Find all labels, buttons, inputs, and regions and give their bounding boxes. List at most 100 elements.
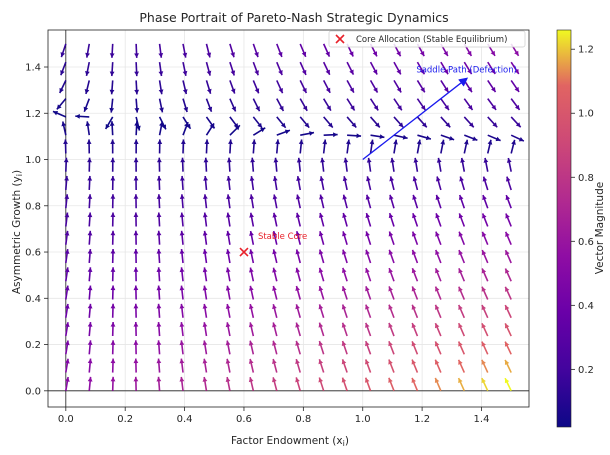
vector-arrow xyxy=(61,121,67,136)
vector-arrow xyxy=(182,98,189,113)
vector-arrow xyxy=(364,340,372,355)
vector-arrow xyxy=(251,139,257,154)
vector-arrow xyxy=(110,175,116,190)
vector-arrow xyxy=(85,43,91,58)
vector-arrow xyxy=(182,43,188,58)
vector-arrow xyxy=(487,134,501,142)
vector-arrow xyxy=(457,322,466,337)
vector-arrow xyxy=(487,116,498,128)
vector-arrow xyxy=(296,176,302,191)
vector-arrow xyxy=(156,340,162,355)
vector-arrow xyxy=(229,80,236,94)
vector-arrow xyxy=(110,194,116,209)
vector-arrow xyxy=(156,322,162,337)
colorbar-tick-label: 1.2 xyxy=(578,45,594,56)
vector-arrow xyxy=(463,116,475,128)
vector-arrow xyxy=(179,376,185,391)
vector-arrow xyxy=(109,121,115,136)
vector-arrow xyxy=(226,194,231,209)
vector-arrow xyxy=(435,176,442,191)
vector-arrow xyxy=(486,139,493,154)
vector-arrow xyxy=(346,80,355,94)
core-x-marker xyxy=(239,247,249,257)
vector-arrow xyxy=(458,213,466,227)
vector-arrow xyxy=(84,80,91,95)
vector-arrow xyxy=(202,230,208,245)
vector-arrow xyxy=(158,80,164,95)
vector-arrow xyxy=(318,304,325,319)
vector-arrow xyxy=(460,157,466,172)
vector-arrow xyxy=(179,194,185,209)
saddle-path-arrow xyxy=(362,77,469,161)
vector-arrow xyxy=(158,43,164,58)
vector-arrow xyxy=(318,358,325,373)
vector-arrow xyxy=(393,61,402,75)
vector-arrow xyxy=(52,110,67,118)
vector-arrow xyxy=(205,43,212,58)
vector-arrow xyxy=(510,116,522,128)
vector-arrow xyxy=(133,376,139,391)
legend-label: Core Allocation (Stable Equilibrium) xyxy=(356,35,507,45)
vector-arrow xyxy=(388,212,395,227)
vector-arrow xyxy=(202,340,208,355)
vector-arrow xyxy=(179,285,185,300)
vector-arrow xyxy=(134,43,139,58)
vector-arrow xyxy=(179,340,185,355)
vector-arrow xyxy=(272,304,278,318)
vector-arrow xyxy=(481,268,489,282)
vector-arrow xyxy=(482,176,489,191)
vector-arrow xyxy=(229,61,236,76)
vector-arrow xyxy=(481,304,489,319)
vector-arrow xyxy=(440,116,451,128)
vector-arrow xyxy=(133,303,139,318)
colorbar-gradient xyxy=(556,29,572,428)
vector-arrow xyxy=(411,267,419,282)
y-tick-label: 1.4 xyxy=(25,63,41,74)
vector-arrow xyxy=(346,98,356,111)
vector-arrow xyxy=(87,358,93,373)
vector-arrow xyxy=(388,286,395,300)
vector-arrow xyxy=(157,139,163,154)
vector-arrow xyxy=(296,157,302,172)
vector-arrow xyxy=(276,98,285,112)
vector-arrow xyxy=(202,322,208,337)
vector-arrow xyxy=(318,267,325,282)
vector-arrow xyxy=(59,80,67,94)
vector-arrow xyxy=(156,194,162,209)
vector-arrow xyxy=(510,139,516,154)
vector-arrow xyxy=(504,268,512,282)
vector-arrow xyxy=(133,358,139,373)
vector-arrow xyxy=(295,212,301,227)
vector-arrow xyxy=(416,79,426,93)
vector-arrow xyxy=(365,194,372,209)
stable-core-annotation: Stable Core xyxy=(239,232,307,257)
vector-arrow xyxy=(248,303,255,318)
vector-arrow xyxy=(341,377,348,392)
vector-arrow xyxy=(202,303,208,318)
vector-arrow xyxy=(341,285,348,300)
vector-arrow xyxy=(365,212,372,227)
vector-arrow xyxy=(318,285,325,300)
vector-arrow xyxy=(388,249,395,264)
vector-arrow xyxy=(300,131,315,136)
y-tick-label: 1.0 xyxy=(25,155,41,166)
vector-arrow xyxy=(225,267,231,282)
vector-arrow xyxy=(295,304,301,318)
vector-arrow xyxy=(295,358,301,373)
vector-arrow xyxy=(272,322,278,337)
y-axis-label: Asymmetric Growth (yi) xyxy=(11,170,24,294)
y-tick-label: 0.4 xyxy=(25,294,41,305)
vector-arrow xyxy=(276,61,283,76)
vector-arrow xyxy=(366,157,372,172)
vector-arrow xyxy=(295,377,301,392)
vector-arrow xyxy=(272,194,278,209)
vector-arrow xyxy=(322,43,331,57)
vector-arrow xyxy=(133,248,139,264)
vector-arrow xyxy=(393,79,402,93)
vector-arrow xyxy=(64,285,70,300)
vector-arrow xyxy=(110,267,116,282)
vector-arrow xyxy=(482,194,489,209)
vector-arrow xyxy=(182,80,188,95)
vector-arrow xyxy=(156,175,162,190)
vector-arrow xyxy=(179,358,185,373)
